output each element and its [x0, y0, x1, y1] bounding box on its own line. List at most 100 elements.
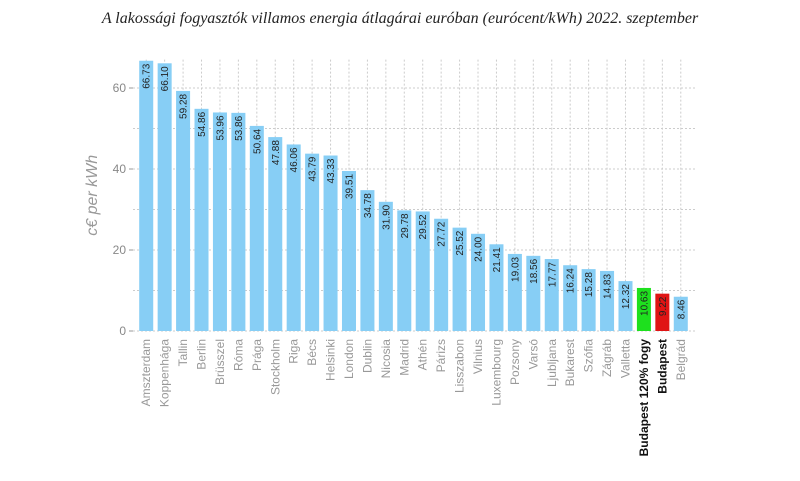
chart-title: A lakossági fogyasztók villamos energia …: [101, 10, 699, 27]
value-label: 50.64: [252, 128, 263, 153]
bar: [452, 227, 467, 331]
bar: [434, 218, 449, 331]
bar: [636, 287, 651, 331]
bar: [526, 255, 541, 331]
value-label: 34.78: [363, 193, 374, 218]
y-tick-label: 60: [113, 81, 127, 95]
x-tick-label: Helsinki: [324, 339, 338, 381]
value-label: 29.52: [418, 214, 429, 239]
bar: [581, 269, 596, 331]
bar: [305, 153, 320, 331]
x-tick-label: Dublin: [360, 339, 374, 373]
value-label: 31.90: [381, 204, 392, 229]
x-tick-label: Ljubljana: [545, 339, 559, 387]
value-label: 21.41: [492, 247, 503, 272]
x-tick-label: Tallin: [176, 339, 190, 366]
x-tick-label: Szófia: [582, 339, 596, 373]
value-label: 25.52: [455, 230, 466, 255]
x-tick-label: Brüsszel: [213, 339, 227, 385]
bar: [286, 144, 301, 331]
value-label: 19.03: [510, 256, 521, 281]
bar: [323, 155, 338, 331]
grid-lines: [133, 59, 696, 332]
value-label: 10.63: [639, 291, 650, 316]
x-tick-label: Zágráb: [600, 339, 614, 377]
value-label: 46.06: [289, 147, 300, 172]
x-tick-label: Luxembourg: [489, 339, 503, 406]
value-label: 54.86: [197, 111, 208, 136]
bar: [231, 112, 246, 331]
x-tick-label: Budapest 120% fogy: [637, 339, 651, 457]
value-label: 9.22: [658, 296, 669, 316]
bar: [655, 293, 670, 331]
x-tick-label: Amszterdam: [139, 339, 153, 406]
bar: [544, 259, 559, 331]
y-tick-label: 0: [119, 324, 126, 338]
value-label: 53.96: [215, 115, 226, 140]
value-label: 18.56: [529, 258, 540, 283]
value-label: 59.28: [179, 93, 190, 118]
bar: [618, 281, 633, 331]
bar: [341, 170, 356, 331]
y-tick-labels: 0 20 40 60: [113, 81, 133, 338]
value-label: 53.86: [234, 115, 245, 140]
bar: [378, 201, 393, 331]
y-tick-label: 40: [113, 162, 127, 176]
bar: [176, 90, 191, 331]
x-tick-label: Athén: [416, 339, 430, 370]
value-labels: 66.73 66.10 59.28 54.86 53.96 53.86 50.64 47.88…: [142, 63, 688, 319]
value-label: 27.72: [437, 221, 448, 246]
bar: [360, 190, 375, 331]
x-tick-label: Belgrád: [674, 339, 688, 380]
value-label: 29.78: [400, 213, 411, 238]
value-label: 43.33: [326, 158, 337, 183]
value-label: 14.83: [603, 274, 614, 299]
value-label: 15.28: [584, 272, 595, 297]
x-tick-label: Varsó: [526, 339, 540, 370]
x-tick-label: London: [342, 339, 356, 379]
bar: [268, 137, 283, 331]
bar: [471, 233, 486, 331]
value-label: 17.77: [547, 262, 558, 287]
y-tick-label: 20: [113, 243, 127, 257]
x-tick-label: Bécs: [305, 339, 319, 366]
x-tick-label: Nicosia: [379, 339, 393, 379]
bars: [139, 60, 688, 332]
bar: [415, 211, 430, 331]
x-tick-label: Vilnius: [471, 339, 485, 374]
value-label: 66.10: [160, 66, 171, 91]
value-label: 39.51: [344, 174, 355, 199]
value-label: 8.46: [676, 299, 687, 319]
x-tick-label: Madrid: [397, 339, 411, 376]
bar: [212, 112, 227, 331]
x-tick-label: Bukarest: [563, 338, 577, 386]
bar: [157, 63, 172, 332]
bar: [397, 210, 412, 331]
value-label: 16.24: [566, 268, 577, 293]
x-tick-label: Lisszabon: [453, 339, 467, 393]
x-tick-label: Prága: [250, 339, 264, 371]
x-tick-label: Berlin: [195, 339, 209, 370]
value-label: 24.00: [474, 236, 485, 261]
x-tick-label: Stockholm: [268, 339, 282, 395]
y-axis-label: c€ per kWh: [84, 155, 101, 236]
bar: [194, 108, 209, 331]
x-tick-label: Róma: [231, 339, 245, 371]
value-label: 43.79: [308, 156, 319, 181]
bar: [489, 244, 504, 331]
bar: [563, 265, 578, 331]
x-tick-labels: Amszterdam Koppenhága Tallin Berlin Brüsszel…: [139, 338, 688, 456]
bar: [249, 125, 264, 332]
bar: [600, 270, 615, 331]
value-label: 66.73: [142, 63, 153, 88]
x-tick-label: Valletta: [618, 339, 632, 378]
x-tick-label: Párizs: [434, 339, 448, 372]
bar: [139, 60, 154, 331]
bar: [507, 253, 522, 331]
x-tick-label: Riga: [287, 339, 301, 364]
bar: [673, 296, 688, 331]
x-tick-label: Koppenhága: [158, 339, 172, 407]
value-label: 47.88: [271, 140, 282, 165]
x-tick-label: Pozsony: [508, 339, 522, 385]
